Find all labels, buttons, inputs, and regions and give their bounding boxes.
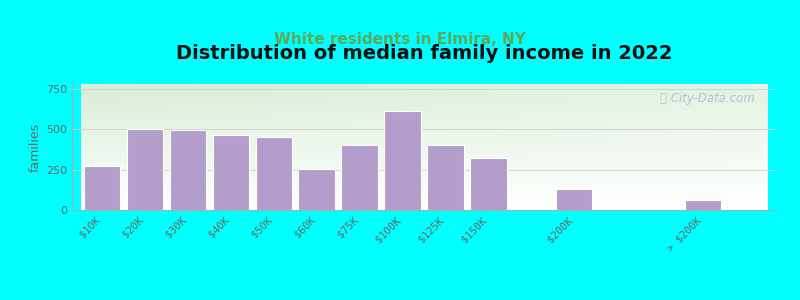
- Text: ⓘ City-Data.com: ⓘ City-Data.com: [660, 92, 755, 105]
- Bar: [298, 169, 335, 210]
- Bar: [342, 145, 378, 210]
- Bar: [126, 129, 163, 210]
- Bar: [170, 130, 206, 210]
- Y-axis label: families: families: [29, 122, 42, 172]
- Title: Distribution of median family income in 2022: Distribution of median family income in …: [176, 44, 672, 63]
- Bar: [556, 189, 593, 210]
- Bar: [213, 135, 249, 210]
- Bar: [384, 112, 421, 210]
- Text: White residents in Elmira, NY: White residents in Elmira, NY: [274, 32, 526, 46]
- Bar: [255, 136, 292, 210]
- Bar: [685, 200, 722, 210]
- Bar: [470, 158, 506, 210]
- Bar: [427, 145, 464, 210]
- Bar: [84, 166, 120, 210]
